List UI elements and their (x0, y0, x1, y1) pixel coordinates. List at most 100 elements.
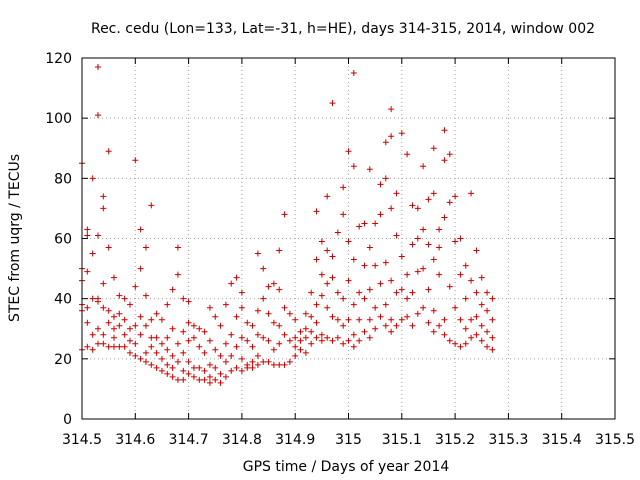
data-point (206, 361, 213, 368)
data-point (452, 193, 459, 200)
data-point (174, 340, 181, 347)
data-point (281, 331, 288, 338)
data-point (292, 316, 299, 323)
data-point (94, 298, 101, 305)
data-point (318, 292, 325, 299)
data-point (425, 319, 432, 326)
data-point (206, 304, 213, 311)
data-point (302, 325, 309, 332)
data-point (388, 205, 395, 212)
data-point (270, 346, 277, 353)
data-point (446, 199, 453, 206)
data-point (217, 370, 224, 377)
data-point (228, 367, 235, 374)
data-point (297, 346, 304, 353)
data-point (366, 334, 373, 341)
data-point (345, 316, 352, 323)
data-point (372, 262, 379, 269)
data-point (324, 193, 331, 200)
data-point (473, 331, 480, 338)
data-point (420, 226, 427, 233)
data-point (164, 334, 171, 341)
data-point (244, 319, 251, 326)
data-point (249, 322, 256, 329)
data-point (350, 301, 357, 308)
data-point (297, 337, 304, 344)
data-point (201, 328, 208, 335)
x-axis-label: GPS time / Days of year 2014 (243, 459, 450, 475)
data-point (382, 175, 389, 182)
y-tick-label: 40 (54, 292, 72, 308)
data-point (94, 340, 101, 347)
data-point (169, 325, 176, 332)
data-point (462, 340, 469, 347)
data-point (286, 358, 293, 365)
data-point (292, 352, 299, 359)
data-point (105, 343, 112, 350)
data-point (382, 322, 389, 329)
data-point (148, 361, 155, 368)
data-point (345, 337, 352, 344)
data-point (356, 337, 363, 344)
data-point (478, 322, 485, 329)
data-point (233, 274, 240, 281)
data-point (430, 307, 437, 314)
data-point (84, 226, 91, 233)
grid-lines (82, 58, 615, 419)
data-point (425, 286, 432, 293)
data-point (345, 277, 352, 284)
data-point (372, 325, 379, 332)
data-point (174, 244, 181, 251)
data-point (366, 244, 373, 251)
data-point (228, 280, 235, 287)
chart-title: Rec. cedu (Lon=133, Lat=-31, h=HE), days… (91, 21, 595, 37)
data-point (409, 202, 416, 209)
y-tick-label: 0 (63, 412, 72, 428)
data-point (377, 181, 384, 188)
data-point (473, 313, 480, 320)
data-point (164, 346, 171, 353)
data-point (329, 337, 336, 344)
data-point (446, 337, 453, 344)
y-tick-label: 60 (54, 232, 72, 248)
data-point (420, 265, 427, 272)
data-point (260, 334, 267, 341)
data-point (238, 304, 245, 311)
data-point (420, 304, 427, 311)
data-point (281, 304, 288, 311)
data-point (174, 271, 181, 278)
x-tick-label: 315.5 (595, 432, 635, 448)
x-tick-label: 314.9 (275, 432, 315, 448)
data-point (84, 319, 91, 326)
data-point (340, 211, 347, 218)
data-point (153, 310, 160, 317)
data-point (174, 376, 181, 383)
data-point (142, 358, 149, 365)
data-point (318, 331, 325, 338)
data-point (468, 190, 475, 197)
data-point (484, 307, 491, 314)
data-point (233, 343, 240, 350)
data-point (100, 280, 107, 287)
data-point (116, 310, 123, 317)
data-point (478, 274, 485, 281)
data-point (292, 334, 299, 341)
data-point (180, 367, 187, 374)
data-point (84, 232, 91, 239)
data-point (206, 379, 213, 386)
data-point (425, 241, 432, 248)
data-point (142, 322, 149, 329)
data-point (100, 304, 107, 311)
data-point (233, 364, 240, 371)
data-point (116, 343, 123, 350)
data-point (286, 310, 293, 317)
x-tick-label: 315.2 (435, 432, 475, 448)
data-point (478, 337, 485, 344)
data-point (313, 301, 320, 308)
data-point (100, 340, 107, 347)
data-point (185, 358, 192, 365)
data-point (185, 337, 192, 344)
data-point (158, 316, 165, 323)
data-point (212, 346, 219, 353)
data-point (489, 295, 496, 302)
